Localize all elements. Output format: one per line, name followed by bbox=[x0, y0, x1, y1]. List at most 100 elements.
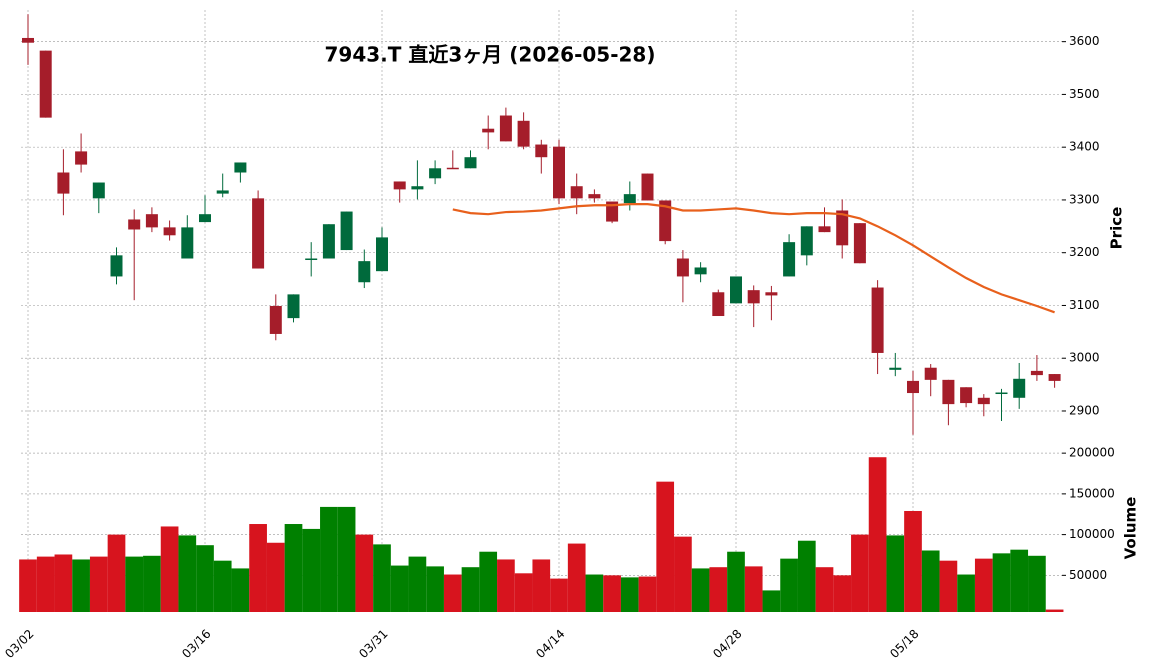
candle-body bbox=[482, 128, 495, 133]
candle-body bbox=[22, 37, 34, 43]
candle-body bbox=[800, 226, 813, 256]
candle-body bbox=[322, 224, 335, 259]
volume-bar bbox=[19, 559, 37, 612]
volume-bar bbox=[727, 551, 745, 612]
candle-body bbox=[747, 290, 760, 304]
candle-body bbox=[287, 294, 300, 319]
volume-bar bbox=[125, 556, 144, 612]
volume-bar bbox=[266, 542, 285, 612]
chart-title: 7943.T 直近3ヶ月 (2026-05-28) bbox=[325, 43, 656, 67]
candle-body bbox=[818, 226, 831, 233]
candle-body bbox=[783, 242, 796, 277]
moving-average-line bbox=[452, 203, 1055, 314]
volume-bar bbox=[567, 543, 586, 612]
candle-body bbox=[411, 186, 424, 190]
candle-body bbox=[1013, 378, 1026, 398]
candle-body bbox=[499, 115, 512, 142]
candle-body bbox=[57, 172, 70, 194]
y-axis-label: Volume bbox=[1122, 497, 1140, 560]
candle-body bbox=[110, 255, 123, 277]
candle-body bbox=[588, 194, 601, 199]
candle-body bbox=[216, 190, 229, 194]
volume-bar bbox=[178, 535, 197, 612]
volume-bar bbox=[851, 534, 869, 612]
y-tick-label: 100000 bbox=[1069, 527, 1115, 541]
candle-body bbox=[464, 157, 477, 169]
volume-bar bbox=[196, 545, 214, 612]
volume-bar bbox=[461, 567, 480, 612]
volume-bar bbox=[904, 510, 922, 612]
volume-bar bbox=[691, 568, 710, 612]
candle-body bbox=[128, 219, 141, 230]
candle-body bbox=[163, 227, 176, 236]
volume-bar bbox=[390, 565, 409, 612]
candle-body bbox=[358, 261, 371, 283]
candle-body bbox=[305, 258, 318, 261]
candle-body bbox=[1048, 374, 1061, 381]
candle-body bbox=[252, 198, 265, 269]
y-tick-label: 200000 bbox=[1069, 446, 1115, 460]
candle-body bbox=[942, 379, 955, 405]
volume-bar bbox=[355, 534, 374, 612]
volume-bar bbox=[957, 574, 975, 612]
volume-bar bbox=[514, 573, 533, 612]
y-tick-label: 3100 bbox=[1069, 298, 1100, 312]
volume-bar bbox=[620, 577, 639, 612]
candle-body bbox=[181, 227, 194, 259]
y-tick-label: 3600 bbox=[1069, 34, 1100, 48]
volume-bar bbox=[656, 481, 675, 612]
volume-bar bbox=[532, 559, 551, 612]
volume-bar bbox=[603, 575, 621, 612]
volume-bar bbox=[36, 556, 55, 612]
candle-body bbox=[836, 210, 849, 246]
y-tick-label: 150000 bbox=[1069, 486, 1115, 500]
candle-body bbox=[871, 287, 884, 353]
candle-body bbox=[853, 223, 866, 264]
candle-body bbox=[1030, 370, 1043, 376]
volume-bar bbox=[780, 558, 798, 612]
volume-bar bbox=[1028, 555, 1046, 612]
candle-body bbox=[924, 367, 937, 380]
candle-body bbox=[730, 276, 742, 304]
volume-bar bbox=[373, 544, 391, 612]
volume-bar bbox=[974, 558, 993, 612]
volume-bar bbox=[762, 590, 781, 612]
volume-bar bbox=[709, 567, 728, 612]
candle-body bbox=[145, 214, 158, 228]
x-tick-label: 03/31 bbox=[356, 627, 390, 661]
volume-bar bbox=[550, 578, 568, 612]
volume-bar bbox=[921, 550, 940, 612]
candle-body bbox=[269, 305, 282, 334]
volume-bar bbox=[939, 560, 958, 612]
x-tick-label: 03/02 bbox=[2, 627, 36, 661]
candle-body bbox=[553, 146, 565, 199]
candle-body bbox=[234, 162, 247, 173]
volume-bar bbox=[320, 506, 338, 612]
candle-body bbox=[694, 267, 707, 275]
volume-bar bbox=[107, 534, 126, 612]
candle-body bbox=[960, 387, 973, 404]
candle-body bbox=[39, 50, 52, 118]
volume-bar bbox=[213, 560, 232, 612]
volume-bar bbox=[89, 556, 108, 612]
volume-bar bbox=[54, 554, 73, 612]
volume-bar bbox=[249, 524, 267, 612]
volume-bar bbox=[992, 553, 1011, 612]
candle-body bbox=[570, 186, 583, 199]
candle-body bbox=[907, 380, 919, 394]
candle-body bbox=[977, 397, 990, 405]
y-tick-label: 3200 bbox=[1069, 245, 1100, 259]
candle-body bbox=[535, 144, 548, 158]
candle-body bbox=[606, 201, 619, 222]
candle-body bbox=[676, 258, 689, 277]
volume-bar bbox=[638, 576, 657, 612]
candle-body bbox=[517, 120, 530, 147]
candle-body bbox=[889, 367, 902, 370]
x-tick-label: 05/18 bbox=[887, 627, 921, 661]
volume-bar bbox=[1010, 549, 1029, 612]
volume-bar bbox=[337, 506, 356, 612]
volume-bar bbox=[443, 574, 462, 612]
y-axis-label: Price bbox=[1108, 207, 1126, 250]
x-tick-label: 04/28 bbox=[710, 627, 744, 661]
